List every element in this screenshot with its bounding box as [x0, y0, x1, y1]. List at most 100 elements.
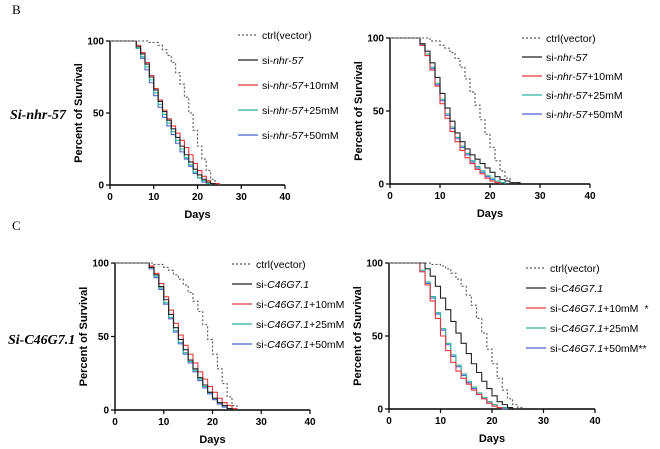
series-line-si-c46g7-1-10mm: [389, 262, 503, 409]
y-tick-label: 100: [367, 34, 384, 45]
legend-label-part: si-: [256, 319, 268, 331]
legend-label-part: si-: [256, 339, 268, 351]
x-tick-label: 10: [435, 416, 447, 427]
y-tick-label: 0: [378, 180, 384, 191]
y-axis-label: Percent of Survival: [352, 286, 364, 386]
legend-label-si-nhr-57-50mm: si-nhr-57+50mM: [262, 130, 339, 142]
y-tick-label: 50: [98, 332, 110, 343]
legend-label-part: +10mM: [303, 80, 338, 92]
y-tick-label: 50: [93, 109, 105, 120]
x-tick-label: 20: [192, 192, 204, 203]
legend-label-part: +25mM: [303, 105, 338, 117]
x-tick-label: 0: [386, 416, 392, 427]
series-line-si-nhr-57: [110, 40, 216, 185]
legend-label-part: nhr-57: [273, 105, 304, 117]
series-line-ctrl-vector: [390, 37, 516, 184]
legend-label-part: si-: [550, 303, 562, 315]
x-tick-label: 40: [279, 192, 291, 203]
legend-label-part: si-: [262, 80, 274, 92]
legend-label-part: si-: [546, 52, 558, 64]
x-axis-label: Days: [184, 209, 210, 221]
legend-label-part: nhr-57: [273, 55, 304, 67]
y-axis-label: Percent of Survival: [73, 63, 85, 163]
row-label-c46g7-1: Si-C46G7.1: [8, 333, 76, 348]
series-line-si-c46g7-1-25mm: [115, 262, 233, 410]
y-tick-label: 50: [373, 107, 385, 118]
legend-label-part: C46G7.1: [267, 299, 309, 311]
legend-label-part: C46G7.1: [561, 323, 603, 335]
series-line-si-c46g7-1-50mm: [389, 262, 508, 410]
legend-label-si-c46g7-1-25mm: si-C46G7.1+25mM: [550, 323, 638, 335]
legend-label-part: si-: [550, 283, 562, 295]
series-line-si-nhr-57-10mm: [390, 37, 501, 184]
legend-label-si-c46g7-1-10mm: si-C46G7.1+10mM: [256, 299, 344, 311]
series-line-si-c46g7-1-25mm: [389, 262, 508, 409]
x-tick-label: 20: [207, 417, 219, 428]
row-label-nhr-57: Si-nhr-57: [10, 108, 67, 123]
legend-label-si-c46g7-1: si-C46G7.1: [550, 283, 603, 295]
significance-marker: **: [638, 343, 646, 355]
y-tick-label: 50: [372, 332, 384, 343]
legend-label-part: si-: [256, 279, 268, 291]
series-line-si-c46g7-1-50mm: [115, 262, 233, 410]
legend-label-part: si-: [256, 299, 268, 311]
legend-label-part: nhr-57: [557, 71, 588, 83]
x-tick-label: 0: [107, 192, 113, 203]
x-tick-label: 20: [484, 191, 496, 202]
legend-label-si-nhr-57-10mm: si-nhr-57+10mM: [262, 80, 339, 92]
significance-marker: *: [644, 303, 648, 315]
legend-label-si-nhr-57: si-nhr-57: [546, 52, 588, 64]
chart-b-right: 0 50 100 0 10 20 30 40 Days Percent of Survival ct…: [353, 33, 623, 220]
y-tick-label: 100: [366, 259, 383, 270]
legend-label-part: si-: [262, 55, 274, 67]
legend-label-ctrl-vector: ctrl(vector): [262, 30, 312, 42]
y-tick-label: 0: [98, 181, 104, 192]
legend-label-part: nhr-57: [557, 109, 588, 121]
series-line-ctrl-vector: [110, 40, 216, 185]
panel-letter-c: C: [12, 218, 21, 233]
series-line-ctrl-vector: [115, 262, 238, 410]
legend-label-si-c46g7-1: si-C46G7.1: [256, 279, 309, 291]
legend-label-part: nhr-57: [273, 130, 304, 142]
chart-c-right: 0 50 100 0 10 20 30 40 Days Percent of Survival ct…: [352, 259, 649, 446]
y-tick-label: 0: [103, 406, 109, 417]
legend-label-si-c46g7-1-10mm: si-C46G7.1+10mM *: [550, 303, 649, 315]
x-tick-label: 10: [158, 417, 170, 428]
legend-label-part: +25mM: [587, 90, 622, 102]
x-tick-label: 30: [256, 417, 268, 428]
y-axis-label: Percent of Survival: [353, 61, 365, 161]
series-line-si-nhr-57: [390, 37, 521, 184]
legend-label-part: C46G7.1: [267, 279, 309, 291]
legend-label-part: nhr-57: [273, 80, 304, 92]
x-tick-label: 30: [538, 416, 550, 427]
legend-label-si-nhr-57-25mm: si-nhr-57+25mM: [262, 105, 339, 117]
legend-label-part: C46G7.1: [561, 343, 603, 355]
y-tick-label: 100: [87, 37, 104, 48]
legend-label-part: si-: [550, 343, 562, 355]
x-tick-label: 30: [534, 191, 546, 202]
series-line-si-nhr-57-10mm: [110, 40, 220, 185]
x-tick-label: 0: [387, 191, 393, 202]
x-tick-label: 10: [434, 191, 446, 202]
legend-label-part: si-: [546, 90, 558, 102]
legend-label-part: si-: [550, 323, 562, 335]
legend-label-part: si-: [546, 109, 558, 121]
legend-label-part: +10mM: [603, 303, 638, 315]
legend-label-si-nhr-57: si-nhr-57: [262, 55, 304, 67]
chart-b-left: 0 50 100 0 10 20 30 40 Days Percent of Survival ct…: [73, 30, 339, 221]
legend-label-part: nhr-57: [557, 52, 588, 64]
legend-label-part: +50mM: [309, 339, 344, 351]
legend-label-ctrl-vector: ctrl(vector): [256, 259, 306, 271]
x-tick-label: 0: [112, 417, 118, 428]
legend-label-part: +10mM: [587, 71, 622, 83]
y-tick-label: 0: [377, 405, 383, 416]
y-tick-label: 100: [92, 259, 109, 270]
legend-label-part: si-: [262, 130, 274, 142]
legend-label-part: nhr-57: [557, 90, 588, 102]
x-tick-label: 40: [304, 417, 316, 428]
series-line-si-c46g7-1-10mm: [115, 262, 238, 410]
legend-label-part: si-: [546, 71, 558, 83]
series-line-si-c46g7-1: [115, 262, 233, 410]
legend-label-part: C46G7.1: [561, 303, 603, 315]
legend-label-part: C46G7.1: [561, 283, 603, 295]
